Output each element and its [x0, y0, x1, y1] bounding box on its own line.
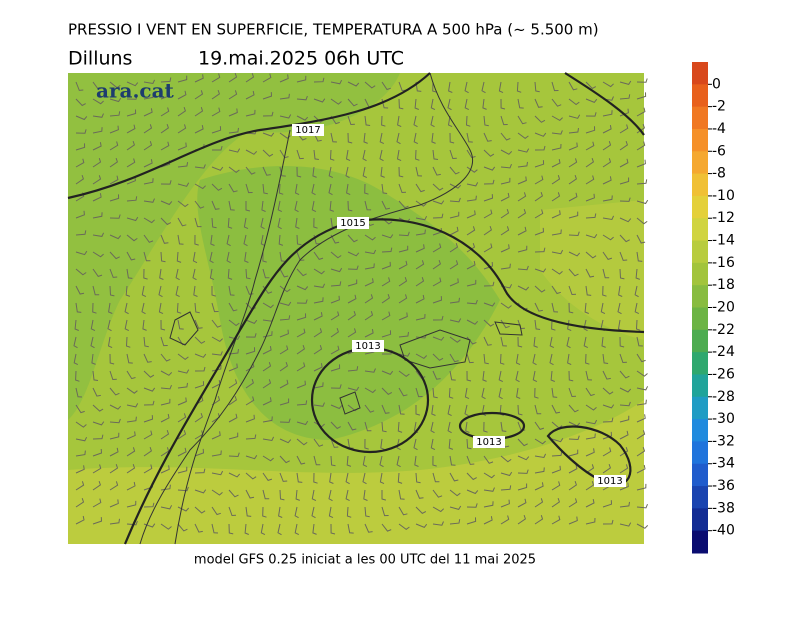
isobar [564, 72, 645, 136]
temp-area [540, 200, 644, 340]
isobar-label: 1013 [597, 476, 622, 487]
colorbar-label: -14 [712, 233, 735, 249]
colorbar-swatch [692, 262, 708, 286]
colorbar-swatch [692, 173, 708, 197]
isobar-label: 1015 [340, 218, 365, 229]
colorbar-swatch [692, 419, 708, 442]
isobar-label-box [352, 340, 384, 352]
colorbar-label: -20 [712, 300, 735, 316]
coastline [169, 311, 199, 346]
isobar-label-box [473, 436, 505, 448]
colorbar-label: -4 [712, 121, 726, 137]
colorbar-label: -36 [712, 478, 735, 494]
footer: model GFS 0.25 iniciat a les 00 UTC del … [194, 553, 536, 568]
colorbar-label: -38 [712, 500, 735, 516]
colorbar-swatch [692, 62, 708, 85]
isobar [67, 72, 431, 200]
date: 19.mai.2025 06h UTC [198, 48, 404, 70]
colorbar-swatch [692, 151, 708, 175]
colorbar-label: -40 [712, 523, 735, 539]
colorbar-swatch [692, 307, 708, 331]
isobar-label-box [337, 217, 369, 229]
colorbar-swatch [692, 128, 708, 152]
colorbar-label: -30 [712, 411, 735, 427]
colorbar-label: -32 [712, 433, 735, 449]
colorbar-swatch [692, 508, 708, 532]
colorbar-swatch [692, 329, 708, 353]
colorbar-swatch [692, 374, 708, 398]
colorbar-label: -2 [712, 99, 726, 115]
colorbar-label: -18 [712, 277, 735, 293]
isobar-label-box [594, 475, 626, 487]
colorbar-swatch [692, 218, 708, 242]
colorbar-swatch [692, 486, 708, 509]
colorbar-swatch [692, 352, 708, 375]
colorbar-swatch [692, 285, 708, 308]
temp-area [68, 400, 644, 544]
colorbar-label: -16 [712, 255, 735, 271]
isobar-label-box [292, 124, 324, 136]
colorbar-swatch [692, 195, 708, 219]
colorbar-label: -12 [712, 210, 735, 226]
wind-barbs [73, 73, 649, 536]
colorbar-label: -8 [712, 166, 726, 182]
colorbar-swatch [692, 106, 708, 130]
isobar-label: 1017 [295, 125, 320, 136]
colorbar-label: -34 [712, 456, 735, 472]
colorbar-label: -6 [712, 143, 726, 159]
colorbar-swatch [692, 530, 708, 554]
colorbar-label: -10 [712, 188, 735, 204]
map: ara.cat [67, 72, 649, 545]
colorbar-swatch [692, 240, 708, 264]
colorbar-swatch [692, 396, 708, 420]
logo: ara.cat [96, 79, 175, 103]
isobar [546, 425, 632, 486]
colorbar-label: -26 [712, 366, 735, 382]
island [339, 321, 523, 415]
title: PRESSIO I VENT EN SUPERFICIE, TEMPERATUR… [68, 21, 599, 39]
colorbar-label: -24 [712, 344, 735, 360]
isobar-label: 1013 [476, 437, 501, 448]
colorbar-swatch [692, 463, 708, 487]
colorbar-swatch [692, 441, 708, 465]
day: Dilluns [68, 48, 132, 70]
colorbar-label: -28 [712, 389, 735, 405]
colorbar-label: -22 [712, 322, 735, 338]
colorbar-label: 0 [712, 76, 721, 92]
coastline [139, 72, 473, 545]
colorbar-swatch [692, 84, 708, 108]
isobar-label: 1013 [355, 341, 380, 352]
